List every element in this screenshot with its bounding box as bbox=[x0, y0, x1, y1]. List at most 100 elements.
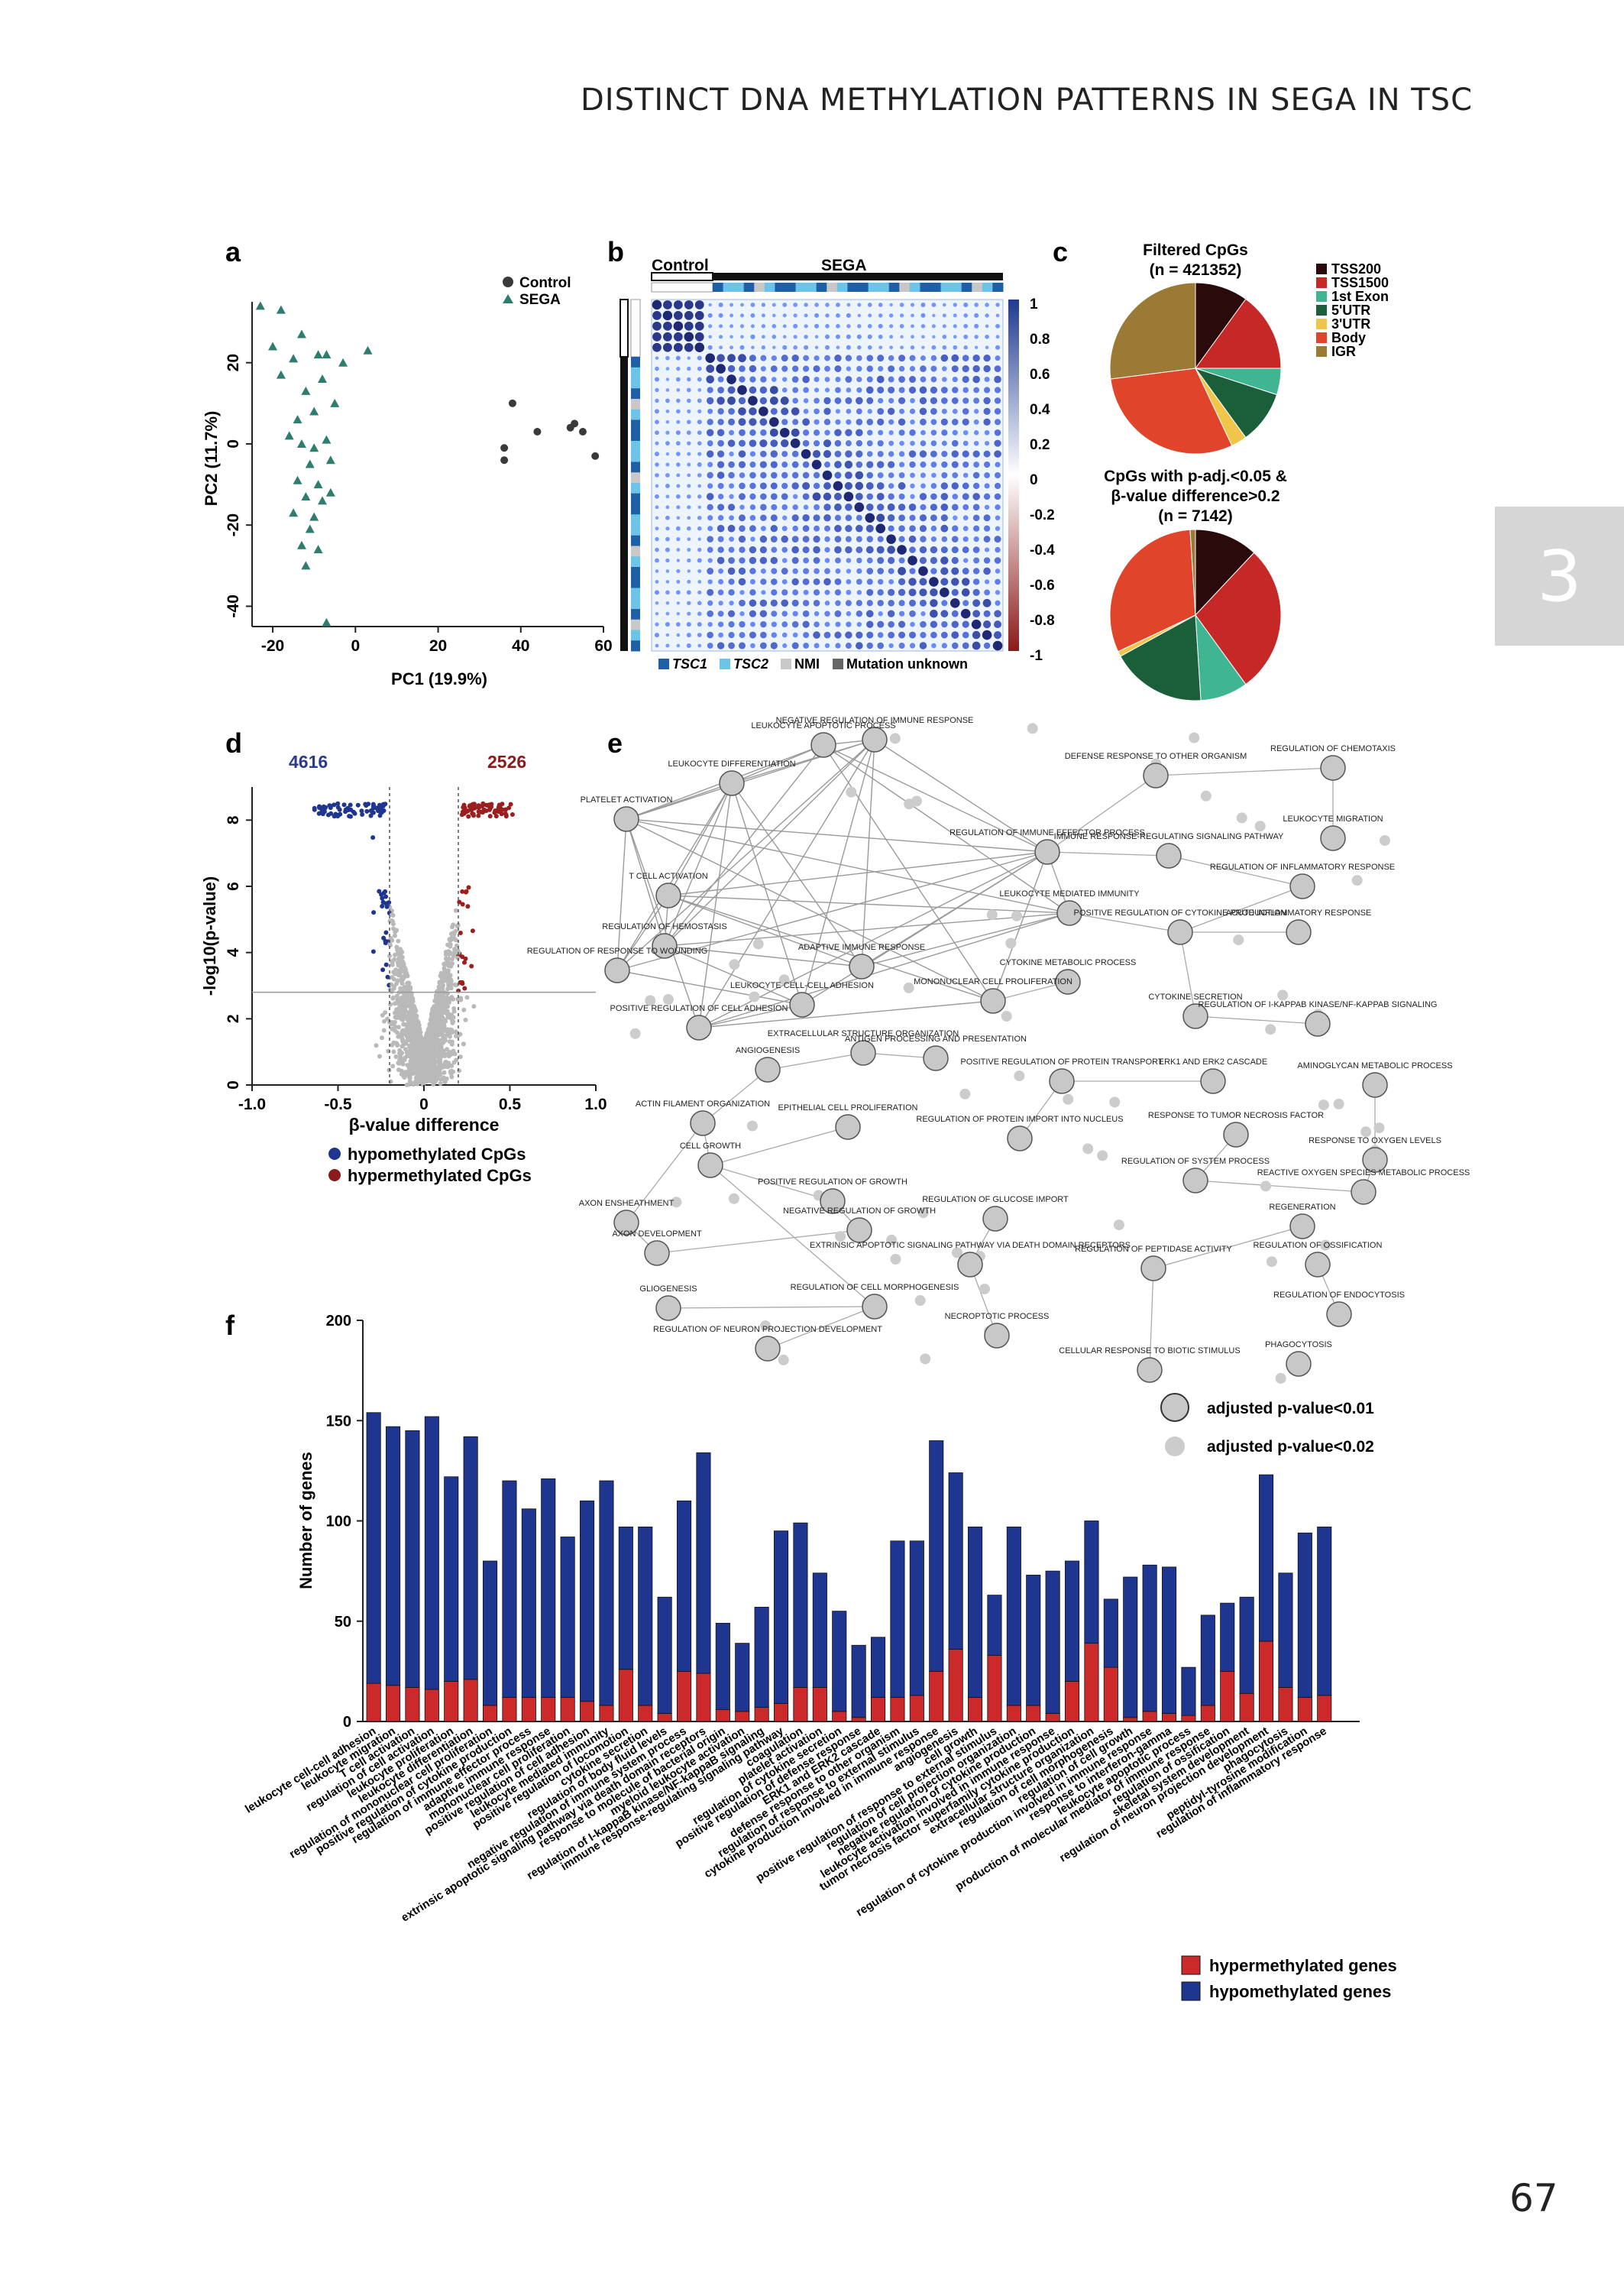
bar-hypermethylated bbox=[1278, 1686, 1293, 1722]
heatmap-cell bbox=[823, 492, 832, 501]
colorbar-tick-label: 1 bbox=[1030, 296, 1038, 313]
network-edge bbox=[731, 782, 862, 967]
bar-hypomethylated bbox=[405, 1430, 420, 1688]
network-node-label: POSITIVE REGULATION OF PROTEIN TRANSPORT bbox=[960, 1057, 1163, 1067]
heatmap-cell bbox=[811, 459, 822, 470]
network-edge bbox=[664, 739, 875, 947]
heatmap-cell bbox=[834, 610, 842, 617]
network-node-label: NECROPTOTIC PROCESS bbox=[945, 1312, 1050, 1321]
heatmap-cell bbox=[834, 536, 842, 543]
heatmap-cell bbox=[877, 536, 884, 542]
network-node bbox=[644, 1240, 670, 1266]
control-mutation-cell bbox=[630, 299, 641, 358]
heatmap-cell bbox=[898, 567, 906, 575]
mutation-cell bbox=[733, 283, 745, 292]
heatmap-cell bbox=[665, 526, 670, 531]
heatmap-cell bbox=[824, 558, 830, 563]
heatmap-cell bbox=[781, 451, 788, 458]
chapter-number: 3 bbox=[1537, 536, 1582, 617]
network-node-label: CELL GROWTH bbox=[680, 1142, 741, 1151]
heatmap-cell bbox=[984, 579, 990, 585]
heatmap-cell bbox=[866, 588, 874, 596]
heatmap-cell bbox=[921, 335, 925, 339]
panel-a-xlabel: PC1 (19.9%) bbox=[391, 669, 487, 688]
network-node-small bbox=[889, 733, 901, 744]
heatmap-cell bbox=[759, 418, 768, 426]
network-node bbox=[1320, 755, 1346, 781]
bar-hypomethylated bbox=[366, 1412, 381, 1684]
bar-hypermethylated bbox=[366, 1683, 381, 1722]
heatmap-cell bbox=[889, 335, 894, 339]
network-edge bbox=[767, 1306, 875, 1349]
volcano-point bbox=[442, 1079, 448, 1084]
heatmap-cell bbox=[739, 429, 746, 436]
sega-point bbox=[255, 301, 265, 310]
network-edge bbox=[1047, 851, 1169, 857]
heatmap-cell bbox=[770, 439, 778, 448]
heatmap-cell bbox=[983, 354, 991, 362]
legend-hyper-genes-label: hypermethylated genes bbox=[1209, 1956, 1397, 1975]
heatmap-cell bbox=[739, 482, 746, 490]
heatmap-cell bbox=[739, 557, 746, 564]
heatmap-cell bbox=[856, 334, 862, 339]
volcano-point bbox=[389, 975, 394, 980]
volcano-point bbox=[460, 954, 465, 960]
heatmap-cell bbox=[824, 568, 830, 575]
volcano-point bbox=[378, 805, 383, 810]
volcano-point bbox=[445, 1032, 451, 1038]
heatmap-cell bbox=[856, 610, 863, 617]
panel-b-top-sega-bar bbox=[713, 273, 1003, 280]
panel-a-x-tick-label: 60 bbox=[594, 637, 612, 655]
heatmap-cell bbox=[707, 546, 713, 553]
volcano-point bbox=[438, 1043, 444, 1048]
network-node-label: CELLULAR RESPONSE TO BIOTIC STIMULUS bbox=[1059, 1346, 1240, 1355]
heatmap-cell bbox=[940, 610, 949, 618]
heatmap-cell bbox=[823, 407, 831, 416]
heatmap-cell bbox=[953, 335, 957, 339]
pie-slice bbox=[1110, 368, 1233, 455]
mutation-cell bbox=[764, 283, 775, 292]
heatmap-cell bbox=[931, 472, 937, 478]
heatmap-cell bbox=[738, 461, 746, 468]
heatmap-cell bbox=[888, 483, 894, 489]
heatmap-cell bbox=[694, 300, 704, 309]
volcano-point bbox=[445, 986, 451, 992]
heatmap-cell bbox=[814, 313, 820, 318]
heatmap-cell bbox=[781, 439, 789, 448]
volcano-point bbox=[442, 966, 447, 971]
volcano-point bbox=[390, 912, 394, 918]
bar-hypermethylated bbox=[1065, 1681, 1080, 1722]
network-node-small bbox=[904, 798, 915, 810]
heatmap-cell bbox=[717, 471, 725, 479]
heatmap-cell bbox=[676, 388, 681, 392]
heatmap-cell bbox=[760, 376, 767, 383]
heatmap-cell bbox=[813, 514, 820, 522]
heatmap-cell bbox=[898, 514, 905, 522]
heatmap-cell bbox=[655, 558, 659, 563]
heatmap-cell bbox=[930, 609, 938, 618]
heatmap-cell bbox=[898, 504, 906, 511]
heatmap-cell bbox=[802, 610, 810, 617]
sega-point bbox=[318, 496, 327, 505]
heatmap-cell bbox=[739, 590, 745, 595]
panel-d-y-tick-label: 2 bbox=[225, 1014, 242, 1023]
volcano-point bbox=[440, 986, 445, 991]
heatmap-cell bbox=[962, 440, 969, 446]
heatmap-cell bbox=[824, 589, 830, 595]
bar-hypermethylated bbox=[1297, 1697, 1312, 1722]
heatmap-cell bbox=[707, 526, 713, 532]
heatmap-cell bbox=[878, 323, 883, 329]
heatmap-cell bbox=[727, 439, 736, 447]
bar-hypermethylated bbox=[405, 1686, 420, 1722]
network-node-label: REGULATION OF PROTEIN IMPORT INTO NUCLEU… bbox=[916, 1115, 1123, 1124]
heatmap-cell bbox=[823, 504, 831, 511]
heatmap-cell bbox=[866, 536, 873, 542]
volcano-point bbox=[446, 964, 451, 968]
volcano-point bbox=[425, 1042, 431, 1048]
heatmap-cell bbox=[791, 471, 799, 479]
panel-b-colorbar-ticks: 10.80.60.40.20-0.2-0.4-0.6-0.8-1 bbox=[1030, 296, 1055, 664]
heatmap-cell bbox=[759, 610, 768, 617]
panel-f-y-tick-label: 50 bbox=[335, 1614, 351, 1631]
bar-hypomethylated bbox=[968, 1526, 983, 1698]
heatmap-cell bbox=[835, 334, 840, 339]
